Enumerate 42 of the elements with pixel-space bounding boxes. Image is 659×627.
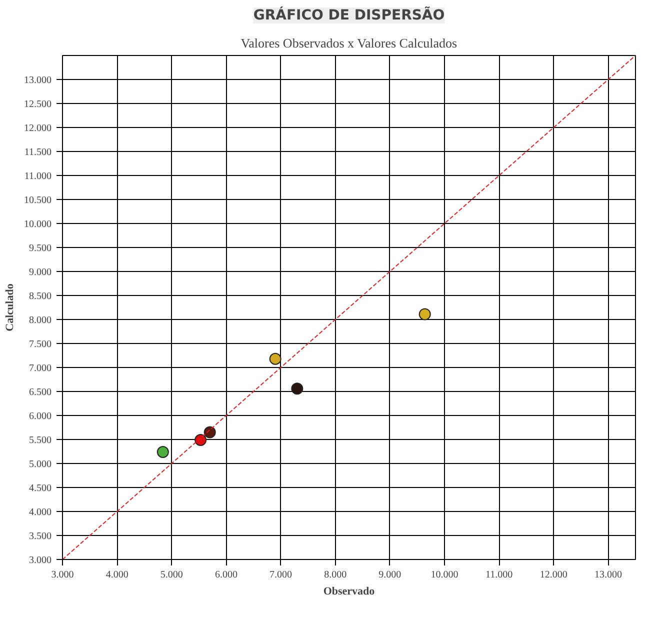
x-tick-label: 4.000 xyxy=(106,570,128,580)
point xyxy=(194,434,207,446)
x-tick-label: 13.000 xyxy=(594,570,622,580)
x-tick-label: 5.000 xyxy=(160,570,183,580)
chart-title: GRÁFICO DE DISPERSÃO xyxy=(253,6,445,24)
y-tick-label: 8.500 xyxy=(29,291,52,302)
x-tick-label: 12.000 xyxy=(540,570,568,580)
y-tick-label: 6.000 xyxy=(29,411,52,422)
y-tick-label: 10.500 xyxy=(24,195,52,206)
x-tick-label: 11.000 xyxy=(486,570,513,580)
point xyxy=(204,426,216,438)
x-tick-label: 6.000 xyxy=(214,570,238,580)
y-tick-label: 5.500 xyxy=(29,435,52,446)
y-tick-label: 10.000 xyxy=(24,219,52,230)
chart-subtitle: Valores Observados x Valores Calculados xyxy=(240,36,458,50)
y-tick-label: 4.500 xyxy=(29,483,52,494)
y-axis-title: Calculado xyxy=(4,283,16,332)
x-axis-title: Observado xyxy=(323,586,376,598)
y-tick-label: 11.000 xyxy=(24,171,52,182)
x-tick-label: 3.000 xyxy=(51,570,74,580)
x-tick-label: 7.000 xyxy=(270,570,292,580)
y-tick-label: 7.500 xyxy=(29,339,52,350)
y-tick-label: 5.000 xyxy=(29,459,52,470)
y-tick-label: 8.000 xyxy=(29,315,52,326)
point xyxy=(269,352,282,365)
y-tick-label: 13.000 xyxy=(24,75,52,86)
point xyxy=(291,382,304,395)
y-tick-label: 3.000 xyxy=(29,555,52,566)
y-tick-label: 9.500 xyxy=(29,243,52,254)
y-tick-label: 11.500 xyxy=(24,147,52,158)
y-tick-label: 9.000 xyxy=(29,267,52,278)
x-tick-label: 8.000 xyxy=(324,570,347,580)
point xyxy=(156,446,169,458)
y-tick-label: 6.500 xyxy=(29,387,52,398)
y-tick-label: 12.000 xyxy=(24,123,52,134)
x-tick-label: 9.000 xyxy=(378,570,402,580)
point xyxy=(418,308,431,320)
y-tick-label: 4.000 xyxy=(29,507,52,518)
y-tick-label: 3.500 xyxy=(29,531,52,542)
x-tick-label: 10.000 xyxy=(430,570,458,580)
y-tick-label: 7.000 xyxy=(29,363,52,374)
y-tick-label: 12.500 xyxy=(24,99,52,110)
